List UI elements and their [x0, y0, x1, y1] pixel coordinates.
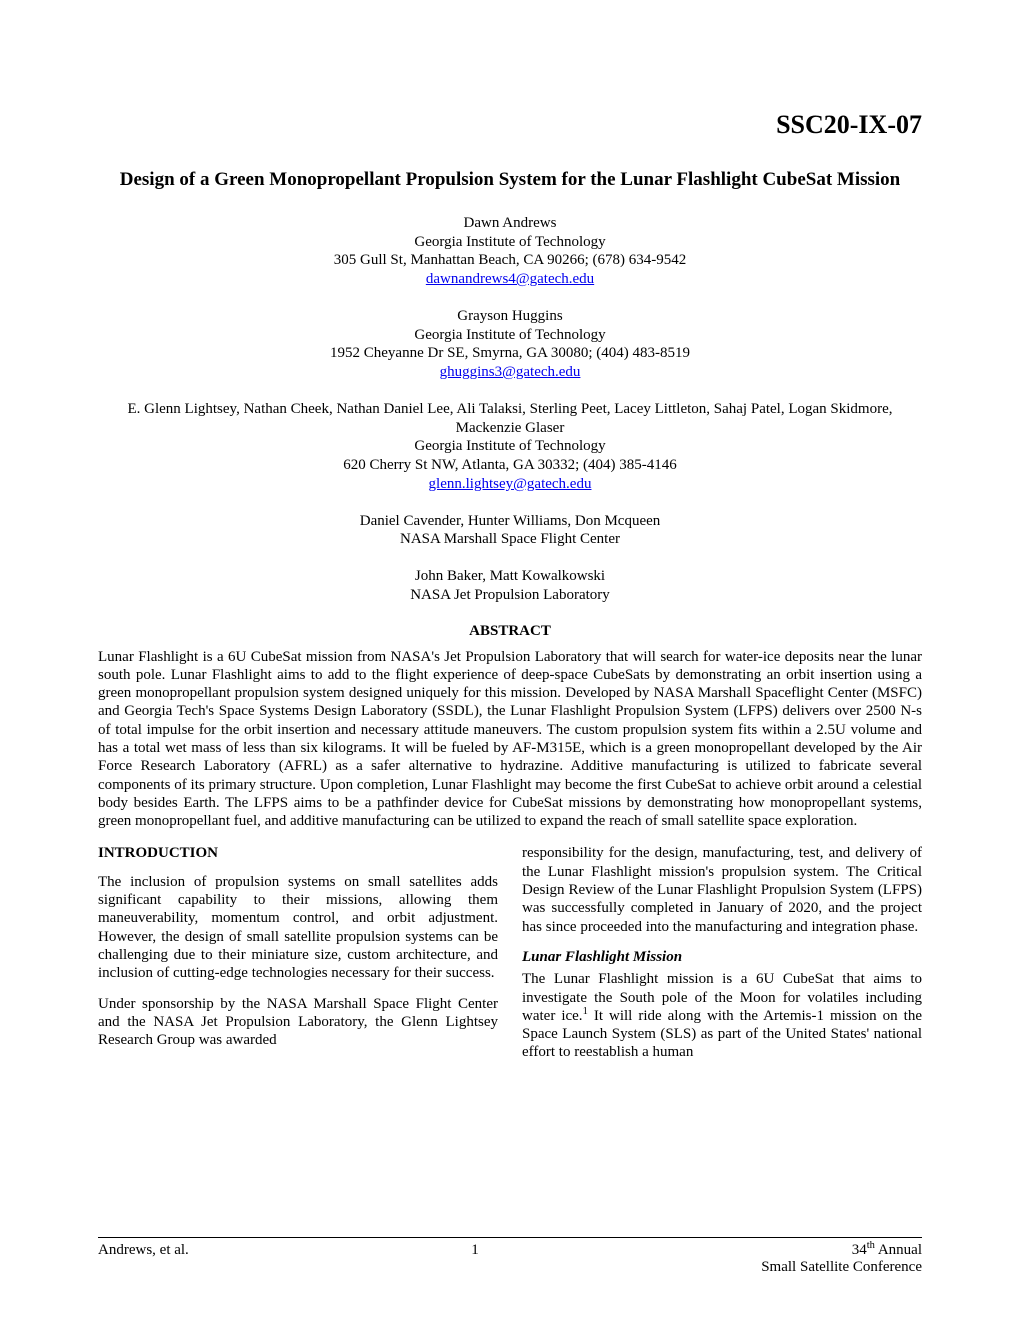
author-names: E. Glenn Lightsey, Nathan Cheek, Nathan …	[98, 400, 922, 438]
author-affiliation: NASA Marshall Space Flight Center	[98, 530, 922, 549]
footer-text: Small Satellite Conference	[761, 1259, 922, 1276]
right-column: responsibility for the design, manufactu…	[522, 844, 922, 1073]
author-names: John Baker, Matt Kowalkowski	[98, 567, 922, 586]
ordinal-suffix: th	[867, 1240, 875, 1251]
subsection-heading: Lunar Flashlight Mission	[522, 948, 922, 966]
body-paragraph: The inclusion of propulsion systems on s…	[98, 873, 498, 983]
author-block-2: E. Glenn Lightsey, Nathan Cheek, Nathan …	[98, 400, 922, 494]
body-paragraph: Under sponsorship by the NASA Marshall S…	[98, 995, 498, 1050]
author-names: Daniel Cavender, Hunter Williams, Don Mc…	[98, 512, 922, 531]
author-affiliation: NASA Jet Propulsion Laboratory	[98, 586, 922, 605]
body-paragraph: The Lunar Flashlight mission is a 6U Cub…	[522, 970, 922, 1061]
author-email-link[interactable]: glenn.lightsey@gatech.edu	[429, 476, 592, 492]
footer-text: 34	[852, 1242, 867, 1258]
footer-text: Annual	[875, 1242, 922, 1258]
author-email-link[interactable]: ghuggins3@gatech.edu	[440, 364, 581, 380]
author-email-link[interactable]: dawnandrews4@gatech.edu	[426, 271, 594, 287]
footer-page-number: 1	[471, 1242, 479, 1276]
author-affiliation: Georgia Institute of Technology	[98, 437, 922, 456]
author-block-3: Daniel Cavender, Hunter Williams, Don Mc…	[98, 512, 922, 550]
page-footer: Andrews, et al. 1 34th Annual Small Sate…	[98, 1237, 922, 1276]
author-names: Dawn Andrews	[98, 214, 922, 233]
body-columns: INTRODUCTION The inclusion of propulsion…	[98, 844, 922, 1073]
footer-left: Andrews, et al.	[98, 1242, 189, 1276]
author-block-0: Dawn Andrews Georgia Institute of Techno…	[98, 214, 922, 289]
author-address: 620 Cherry St NW, Atlanta, GA 30332; (40…	[98, 456, 922, 475]
author-block-4: John Baker, Matt Kowalkowski NASA Jet Pr…	[98, 567, 922, 605]
abstract-body: Lunar Flashlight is a 6U CubeSat mission…	[98, 648, 922, 831]
left-column: INTRODUCTION The inclusion of propulsion…	[98, 844, 498, 1073]
author-affiliation: Georgia Institute of Technology	[98, 233, 922, 252]
author-affiliation: Georgia Institute of Technology	[98, 326, 922, 345]
paper-id: SSC20-IX-07	[98, 110, 922, 140]
author-block-1: Grayson Huggins Georgia Institute of Tec…	[98, 307, 922, 382]
paper-title: Design of a Green Monopropellant Propuls…	[108, 168, 912, 192]
author-address: 1952 Cheyanne Dr SE, Smyrna, GA 30080; (…	[98, 344, 922, 363]
body-paragraph: responsibility for the design, manufactu…	[522, 844, 922, 935]
author-address: 305 Gull St, Manhattan Beach, CA 90266; …	[98, 251, 922, 270]
author-names: Grayson Huggins	[98, 307, 922, 326]
section-heading-introduction: INTRODUCTION	[98, 844, 498, 862]
footer-right: 34th Annual Small Satellite Conference	[761, 1242, 922, 1276]
abstract-heading: ABSTRACT	[98, 623, 922, 640]
